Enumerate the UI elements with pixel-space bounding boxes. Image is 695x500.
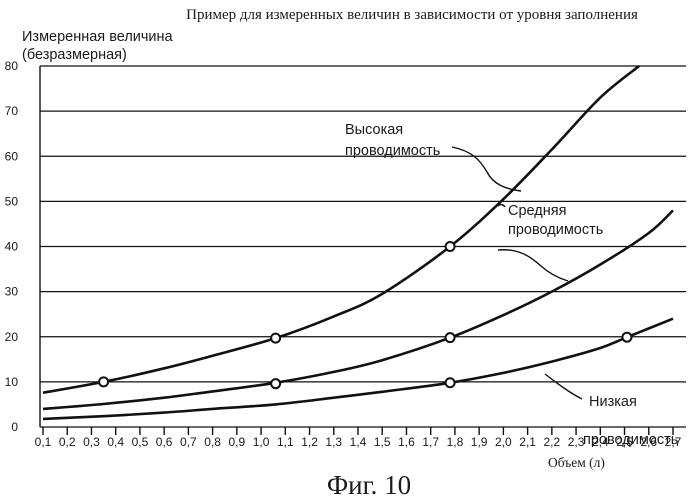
y-tick-label: 0 <box>11 420 18 434</box>
y-tick-label: 70 <box>5 104 19 118</box>
x-tick-label: 0,7 <box>180 435 197 449</box>
data-markers <box>98 241 633 390</box>
x-tick-label: 2,6 <box>640 435 657 449</box>
series-line-low <box>42 317 674 421</box>
y-tick-label: 30 <box>5 285 19 299</box>
x-tick-label: 0,1 <box>35 435 52 449</box>
x-tick-label: 2,3 <box>568 435 585 449</box>
chart-title: Пример для измеренных величин в зависимо… <box>186 7 638 23</box>
series-curves <box>42 64 674 421</box>
y-axis-label-unit: (безразмерная) <box>22 47 127 63</box>
y-tick-label: 10 <box>5 375 19 389</box>
series-label-low-line1: Низкая <box>589 394 637 410</box>
annotation-leader <box>497 249 569 282</box>
annotation-leader <box>544 373 583 400</box>
x-tick-label: 1,4 <box>350 435 367 449</box>
x-tick-label: 2,5 <box>616 435 633 449</box>
x-tick-label: 1,1 <box>277 435 294 449</box>
x-tick-label: 0,4 <box>107 435 124 449</box>
annotation-leaders <box>451 146 583 400</box>
figure-caption: Фиг. 10 <box>327 470 411 500</box>
x-tick-label: 0,6 <box>156 435 173 449</box>
series-label-medium-line1: Средняя <box>508 203 566 219</box>
data-point-marker <box>270 378 282 390</box>
series-label-low-line2: проводимость <box>583 432 678 448</box>
data-point-marker <box>444 241 456 252</box>
x-tick-label: 0,8 <box>204 435 221 449</box>
annotation-leader <box>451 146 522 192</box>
y-tick-label: 60 <box>5 149 19 163</box>
annotation-leader <box>497 203 506 208</box>
x-tick-label: 2,1 <box>519 435 536 449</box>
x-tick-label: 2,0 <box>495 435 512 449</box>
x-axis-ticks: 0,1 0,2 0,3 0,4 0,5 0,6 0,7 0,8 0,9 1,0 1,1 1,2 1,3 1… <box>35 427 682 449</box>
series-line-medium <box>42 209 674 411</box>
x-tick-label: 0,3 <box>83 435 100 449</box>
x-tick-label: 0,9 <box>229 435 246 449</box>
y-axis-ticks: 0 10 20 30 40 50 60 70 80 <box>5 59 19 434</box>
x-axis-label: Объем (л) <box>548 455 605 470</box>
grid <box>39 65 686 428</box>
x-tick-label: 0,5 <box>132 435 149 449</box>
y-tick-label: 20 <box>5 330 19 344</box>
y-tick-label: 50 <box>5 194 19 208</box>
series-line-high <box>42 64 640 394</box>
x-tick-label: 1,0 <box>253 435 270 449</box>
series-label-high-line2: проводимость <box>345 143 440 159</box>
x-tick-label: 1,8 <box>447 435 464 449</box>
x-tick-label: 1,6 <box>398 435 415 449</box>
data-point-marker <box>444 377 456 389</box>
x-tick-label: 2,2 <box>544 435 561 449</box>
x-tick-label: 2,4 <box>592 435 609 449</box>
data-point-marker <box>270 332 282 344</box>
data-point-marker <box>444 332 456 344</box>
x-tick-label: 2,7 <box>665 435 682 449</box>
x-tick-label: 1,2 <box>301 435 318 449</box>
y-axis-label: Измеренная величина <box>22 29 174 45</box>
x-tick-label: 0,2 <box>59 435 76 449</box>
y-tick-label: 80 <box>5 59 19 73</box>
data-point-marker <box>98 376 110 388</box>
series-label-medium-line2: проводимость <box>508 222 603 238</box>
x-tick-label: 1,3 <box>325 435 342 449</box>
data-point-marker <box>621 331 633 343</box>
y-tick-label: 40 <box>5 240 19 254</box>
series-label-high-line1: Высокая <box>345 122 403 138</box>
x-tick-label: 1,7 <box>422 435 439 449</box>
x-tick-label: 1,9 <box>471 435 488 449</box>
x-tick-label: 1,5 <box>374 435 391 449</box>
